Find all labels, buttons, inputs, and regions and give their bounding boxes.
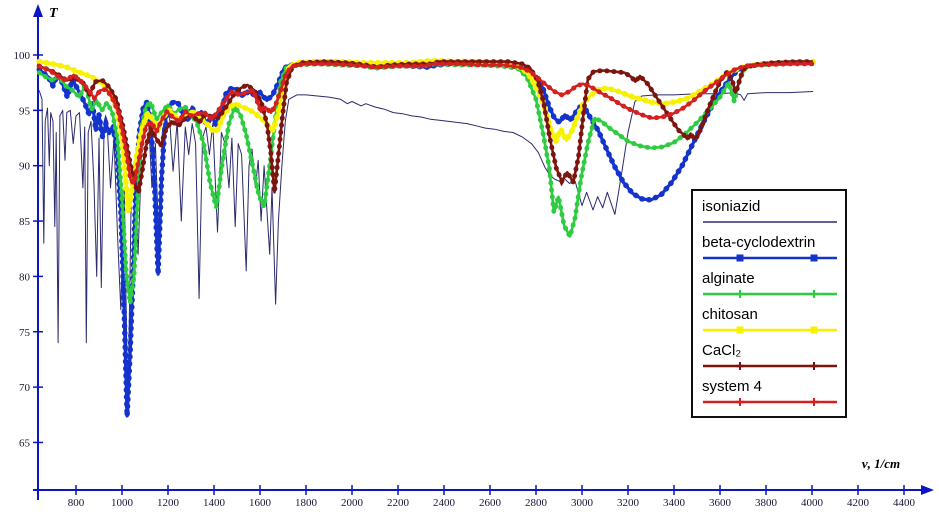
legend-label: CaCl₂ bbox=[702, 342, 742, 359]
y-tick-label: 90 bbox=[19, 161, 31, 173]
legend-label: system 4 bbox=[702, 378, 763, 395]
x-tick-label: 1600 bbox=[249, 497, 272, 509]
legend-line-sample bbox=[703, 362, 837, 370]
legend-item-isoniazid: isoniazid bbox=[702, 197, 837, 233]
x-tick-label: 1000 bbox=[111, 497, 134, 509]
series-lines bbox=[36, 57, 816, 418]
legend-line-sample bbox=[703, 221, 837, 223]
legend-item-system 4: system 4 bbox=[702, 377, 837, 413]
legend-label: alginate bbox=[702, 270, 755, 287]
legend-marker-icon bbox=[810, 254, 818, 262]
legend-line-sample bbox=[703, 254, 837, 262]
legend-label: beta-cyclodextrin bbox=[702, 234, 816, 251]
y-tick-label: 100 bbox=[14, 50, 31, 62]
x-tick-label: 2400 bbox=[433, 497, 456, 509]
x-tick-label: 4400 bbox=[893, 497, 916, 509]
x-axis-arrow-icon bbox=[921, 485, 934, 495]
legend-marker-icon bbox=[736, 326, 744, 334]
y-axis-title: T bbox=[49, 6, 59, 21]
y-tick-label: 75 bbox=[19, 327, 31, 339]
legend-line-sample bbox=[703, 326, 837, 334]
legend-item-chitosan: chitosan bbox=[702, 305, 837, 341]
y-tick-label: 95 bbox=[19, 105, 31, 117]
legend-label: isoniazid bbox=[702, 198, 761, 215]
x-tick-label: 800 bbox=[68, 497, 85, 509]
y-tick-label: 65 bbox=[19, 437, 31, 449]
x-tick-label: 3600 bbox=[709, 497, 732, 509]
x-tick-label: 3200 bbox=[617, 497, 640, 509]
legend-marker-icon bbox=[810, 326, 818, 334]
x-axis-title: ν, 1/cm bbox=[862, 456, 900, 471]
y-tick-label: 85 bbox=[19, 216, 31, 228]
x-tick-label: 1400 bbox=[203, 497, 226, 509]
x-tick-label: 1800 bbox=[295, 497, 318, 509]
x-tick-label: 3000 bbox=[571, 497, 594, 509]
x-tick-label: 2200 bbox=[387, 497, 410, 509]
legend-line-sample bbox=[703, 290, 837, 298]
series-line-system 4 bbox=[38, 62, 814, 185]
x-tick-label: 2800 bbox=[525, 497, 548, 509]
legend-item-beta-cyclodextrin: beta-cyclodextrin bbox=[702, 233, 837, 269]
y-tick-label: 70 bbox=[19, 382, 31, 394]
legend-line-sample bbox=[703, 398, 837, 406]
legend-item-alginate: alginate bbox=[702, 269, 837, 305]
axes: 800 1000 1200 1400 1600 1800 2000 2200 2400 2600 2… bbox=[14, 4, 934, 509]
legend-label: chitosan bbox=[702, 306, 758, 323]
x-tick-label: 2000 bbox=[341, 497, 364, 509]
legend-box: isoniazid beta-cyclodextrin alginate chitos… bbox=[691, 189, 847, 418]
y-tick-label: 80 bbox=[19, 271, 31, 283]
x-tick-label: 4200 bbox=[847, 497, 870, 509]
y-axis-arrow-icon bbox=[33, 4, 43, 17]
x-tick-label: 1200 bbox=[157, 497, 180, 509]
x-tick-label: 4000 bbox=[801, 497, 824, 509]
x-tick-label: 3400 bbox=[663, 497, 686, 509]
legend-item-CaCl2: CaCl₂ bbox=[702, 341, 837, 377]
x-tick-label: 3800 bbox=[755, 497, 778, 509]
x-tick-label: 2600 bbox=[479, 497, 502, 509]
legend-marker-icon bbox=[736, 254, 744, 262]
